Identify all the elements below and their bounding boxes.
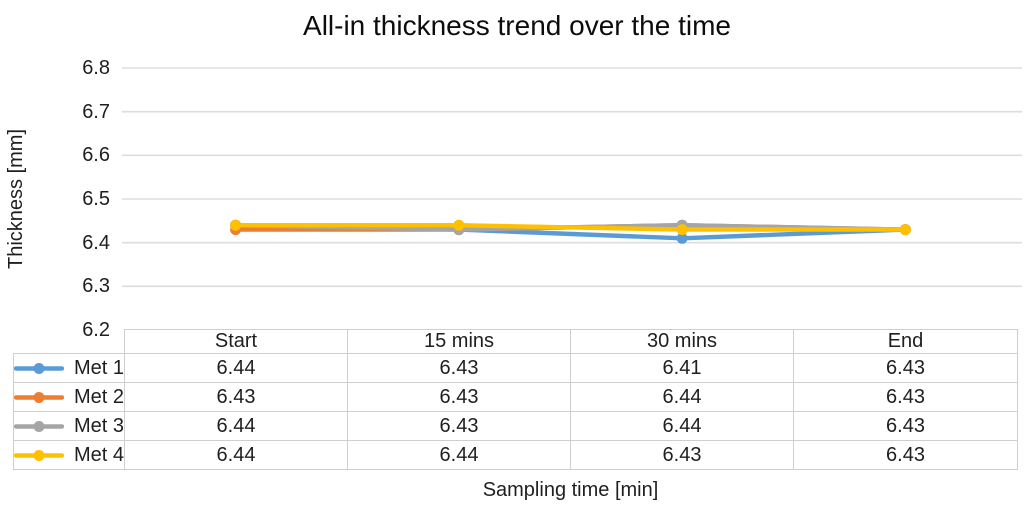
table-value-cell: 6.44 [570,411,794,441]
table-header-cell: End [793,329,1018,354]
legend-key: Met 3 [13,411,125,441]
table-value-cell: 6.44 [124,353,348,383]
y-tick-label: 6.6 [82,144,110,167]
table-value-cell: 6.44 [347,440,571,470]
table-value-cell: 6.44 [570,382,794,412]
legend-marker-icon [14,449,64,461]
table-row: Met 2 6.43 6.43 6.44 6.43 [13,382,1018,412]
table-row: Met 1 6.44 6.43 6.41 6.43 [13,353,1018,383]
legend-entry: Met 2 [14,386,124,409]
table-header-cell: 15 mins [347,329,571,354]
legend-marker-icon [14,391,64,403]
legend-entry: Met 4 [14,444,124,467]
y-tick-label: 6.5 [82,188,110,210]
table-value-cell: 6.43 [793,411,1018,441]
y-tick-label: 6.3 [82,275,110,298]
table-header-row: Start 15 mins 30 mins End [14,329,1018,354]
table-value-cell: 6.43 [793,353,1018,383]
legend-key: Met 4 [13,440,125,470]
table-value-cell: 6.43 [793,440,1018,470]
data-point-marker [676,232,688,244]
data-point-marker [899,224,911,236]
legend-marker-icon [14,420,64,432]
table-value-cell: 6.43 [124,382,348,412]
table-row: Met 3 6.44 6.43 6.44 6.43 [13,411,1018,441]
legend-label: Met 4 [73,443,124,466]
y-tick-label: 6.8 [82,57,110,79]
y-tick-label: 6.2 [82,319,110,341]
legend-label: Met 2 [73,385,124,408]
legend-entry: Met 1 [14,357,124,380]
table-row: Met 4 6.44 6.44 6.43 6.43 [13,440,1018,470]
table-value-cell: 6.43 [347,353,571,383]
table-header-cell: 30 mins [570,329,794,354]
table-value-cell: 6.44 [124,440,348,470]
legend-entry: Met 3 [14,415,124,438]
y-tick-label: 6.7 [82,100,110,123]
table-value-cell: 6.41 [570,353,794,383]
data-point-marker [676,224,688,236]
legend-key: Met 2 [13,382,125,412]
series-line [233,222,908,232]
x-axis-title: Sampling time [min] [482,479,659,501]
table-header-cell: Start [124,329,348,354]
table-value-cell: 6.43 [570,440,794,470]
data-point-marker [453,219,465,231]
table-value-cell: 6.44 [124,411,348,441]
legend-label: Met 3 [73,414,124,437]
table-value-cell: 6.43 [347,382,571,412]
table-value-cell: 6.43 [347,411,571,441]
data-table: Start 15 mins 30 mins End Met 1 6.44 6.43 6.41 6… [13,329,1018,470]
legend-label: Met 1 [73,356,124,379]
y-tick-label: 6.4 [82,231,110,254]
table-corner-cell [14,330,125,354]
legend-marker-icon [14,362,64,374]
table-value-cell: 6.43 [793,382,1018,412]
legend-key: Met 1 [13,353,125,383]
data-point-marker [230,219,242,231]
chart-title: All-in thickness trend over the time [303,10,731,41]
